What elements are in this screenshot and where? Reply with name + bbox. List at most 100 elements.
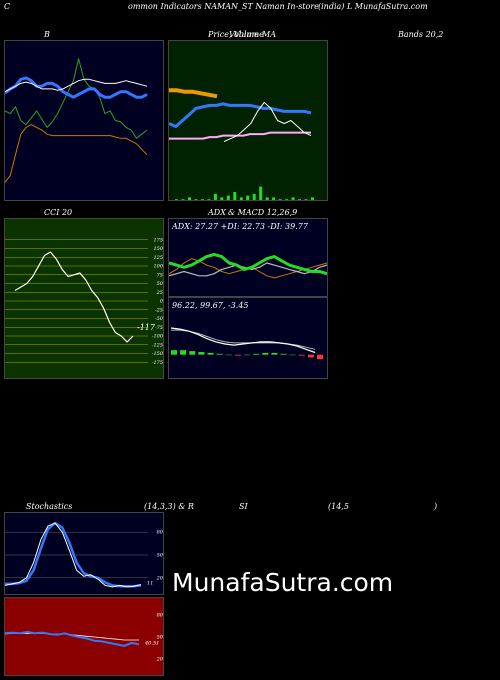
volume-bar (265, 197, 269, 200)
cci-tick-label: 100 (153, 264, 163, 270)
macd-histogram-bar (216, 353, 223, 355)
pv-ma-blue (169, 102, 312, 128)
rsi-close-paren: ) (434, 502, 438, 511)
pv-ma-orange (169, 88, 218, 99)
volume-bar (259, 186, 263, 200)
cci-label: CCI 20 (44, 208, 73, 217)
cci-tick-label: 50 (157, 281, 164, 287)
cci-tick-label: -50 (155, 316, 164, 322)
cci-tick-label: -125 (152, 342, 163, 348)
rsi-line (5, 630, 140, 647)
macd-histogram-bar (244, 354, 250, 356)
macd-chart (170, 327, 323, 360)
rsi-tick-label: 80 (157, 612, 164, 618)
ma-label: MA (262, 30, 276, 39)
stoch-current-label: 11 (147, 581, 153, 587)
macd-label: & MACD 12,26,9 (228, 208, 298, 217)
volume-bar (304, 199, 308, 200)
cci-tick-label: -75 (155, 325, 163, 331)
cci-current-label: -117 (137, 323, 156, 332)
macd-histogram-bar (262, 352, 269, 355)
macd-histogram-bar (280, 353, 287, 355)
bb-price-line (5, 78, 148, 93)
rsi-params-label: (14,5 (328, 502, 349, 511)
volume-bar (252, 193, 256, 200)
cci-tick-label: -150 (152, 351, 164, 357)
macd-histogram-bar (271, 352, 278, 355)
adx-panel: ADX: 27.27 +DI: 22.73 -DI: 39.77 (168, 218, 328, 297)
price-volume-panel (168, 40, 328, 201)
cci-panel: 175 150 125 100 75 50 25 0 -25 -50 -75 -100 -125 -150… (4, 218, 164, 379)
cci-tick-label: 125 (153, 255, 163, 261)
macd-histogram-bar (234, 354, 241, 356)
macd-histogram-bar (198, 352, 205, 355)
cci-tick-label: 0 (160, 299, 164, 305)
cci-tick-label: -175 (152, 360, 163, 366)
stoch-k-line (5, 522, 142, 588)
volume-bar (175, 199, 178, 200)
cci-tick-label: 150 (153, 246, 163, 252)
volume-bar (233, 192, 237, 200)
volume-bar (272, 197, 276, 200)
stoch-tick-label: 80 (157, 530, 164, 536)
macd-histogram-bar (307, 354, 314, 358)
volume-bar (226, 195, 230, 200)
adx-readout: ADX: 27.27 +DI: 22.73 -DI: 39.77 (172, 222, 308, 231)
stochastics-panel: 80 50 20 11 (4, 512, 164, 595)
cci-tick-label: 175 (153, 237, 163, 243)
macd-histogram-bar (317, 354, 323, 360)
header-right: (india) L MunafaSutra.com (318, 2, 428, 11)
volume-bar (278, 199, 282, 200)
macd-readout: 96.22, 99.67, -3.45 (172, 301, 249, 310)
macd-histogram-bar (289, 354, 296, 356)
bb-upper-band (5, 58, 148, 139)
rsi-panel: 80 50 20 40.51 (4, 597, 164, 676)
macd-histogram-bar (298, 354, 305, 356)
volume-label: Volume (229, 30, 259, 39)
volume-bar (181, 199, 185, 200)
cci-tick-label: 25 (156, 290, 163, 296)
volume-bar (239, 197, 243, 200)
stoch-tick-label: 20 (156, 575, 164, 581)
volume-label-2: Volume (234, 30, 264, 39)
volume-bar (291, 197, 295, 200)
macd-histogram-bar (253, 353, 260, 355)
adx-line (169, 253, 327, 276)
volume-bar (188, 197, 191, 200)
macd-histogram-bar (180, 350, 187, 355)
rsi-chart: 80 50 20 40.51 (5, 612, 164, 663)
macd-panel: 96.22, 99.67, -3.45 (168, 297, 328, 379)
macd-histogram-bar (171, 350, 177, 355)
price-volume-chart (169, 88, 314, 200)
volume-bar (200, 199, 204, 200)
rsi-label: SI (239, 502, 248, 511)
cci-line (14, 251, 134, 343)
page-title: ommon Indicators NAMAN_ST Naman In-store (128, 2, 319, 11)
macd-histogram-bar (207, 352, 214, 355)
header-left: C (4, 2, 11, 11)
macd-histogram-bar (189, 351, 196, 355)
cci-tick-label: 75 (157, 272, 163, 278)
stoch-label: Stochastics (26, 502, 73, 511)
cci-tick-label: -25 (155, 307, 163, 313)
rsi-smooth-line (5, 632, 139, 641)
volume-bar (311, 197, 314, 200)
rsi-tick-label: 50 (157, 635, 164, 641)
price-label: Price, (208, 30, 232, 39)
volume-bar (213, 193, 217, 200)
pv-ma-pink (169, 131, 311, 140)
adx-chart (169, 253, 327, 279)
volume-bar (246, 195, 250, 200)
volume-bar (220, 197, 224, 200)
adx-label: ADX (208, 208, 226, 217)
stoch-tick-label: 50 (157, 553, 164, 559)
rsi-current-label: 40.51 (144, 640, 159, 646)
cci-chart: 175 150 125 100 75 50 25 0 -25 -50 -75 -100 -125 -150… (5, 237, 164, 366)
bollinger-chart (5, 58, 148, 183)
volume-bar (298, 199, 301, 200)
stoch-params-label: (14,3,3) & R (144, 502, 194, 511)
volume-bar (207, 199, 211, 200)
volume-bar (285, 199, 289, 200)
pv-price-line (223, 101, 312, 143)
bb-middle-band (5, 76, 148, 99)
